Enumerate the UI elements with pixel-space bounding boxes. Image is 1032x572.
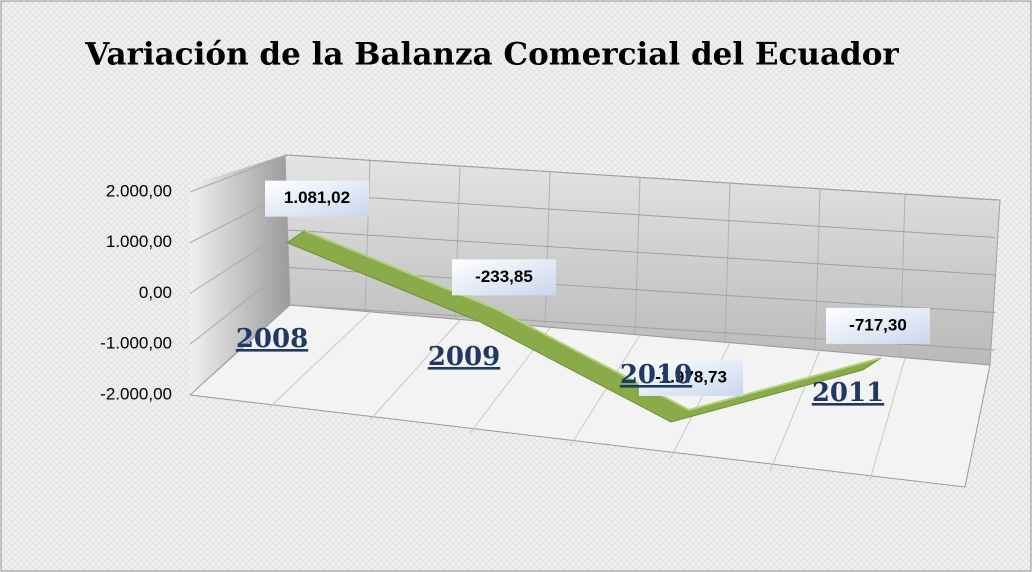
- data-label: -717,30: [849, 315, 907, 334]
- grid-line: [189, 304, 289, 396]
- x-tick-label: 2011: [812, 378, 884, 408]
- grid-line: [189, 154, 289, 193]
- data-label: 1.081,02: [284, 188, 350, 207]
- y-tick-label: -2.000,00: [100, 384, 172, 403]
- grid-line: [189, 267, 289, 345]
- data-label: -233,85: [475, 267, 533, 286]
- chart-title: Variación de la Balanza Comercial del Ec…: [84, 37, 899, 73]
- data-label-box: [639, 359, 743, 396]
- x-tick-label: 2008: [236, 324, 308, 354]
- y-tick-label: -1.000,00: [100, 334, 172, 353]
- grid-line: [287, 154, 996, 201]
- y-tick-label: 2.000,00: [106, 181, 172, 200]
- data-label: -1.978,73: [655, 367, 727, 386]
- y-tick-label: 0,00: [139, 283, 172, 302]
- x-tick-label: 2009: [428, 342, 500, 372]
- grid-line: [189, 229, 289, 294]
- y-tick-label: 1.000,00: [106, 232, 172, 251]
- data-label-box: [265, 180, 369, 217]
- ribbon-edge: [304, 229, 882, 411]
- data-label-box: [452, 259, 556, 296]
- grid-line: [287, 192, 996, 238]
- x-tick-label: 2010: [620, 360, 692, 390]
- data-label-box: [826, 307, 930, 344]
- grid-line: [287, 229, 996, 276]
- floor: [188, 304, 991, 488]
